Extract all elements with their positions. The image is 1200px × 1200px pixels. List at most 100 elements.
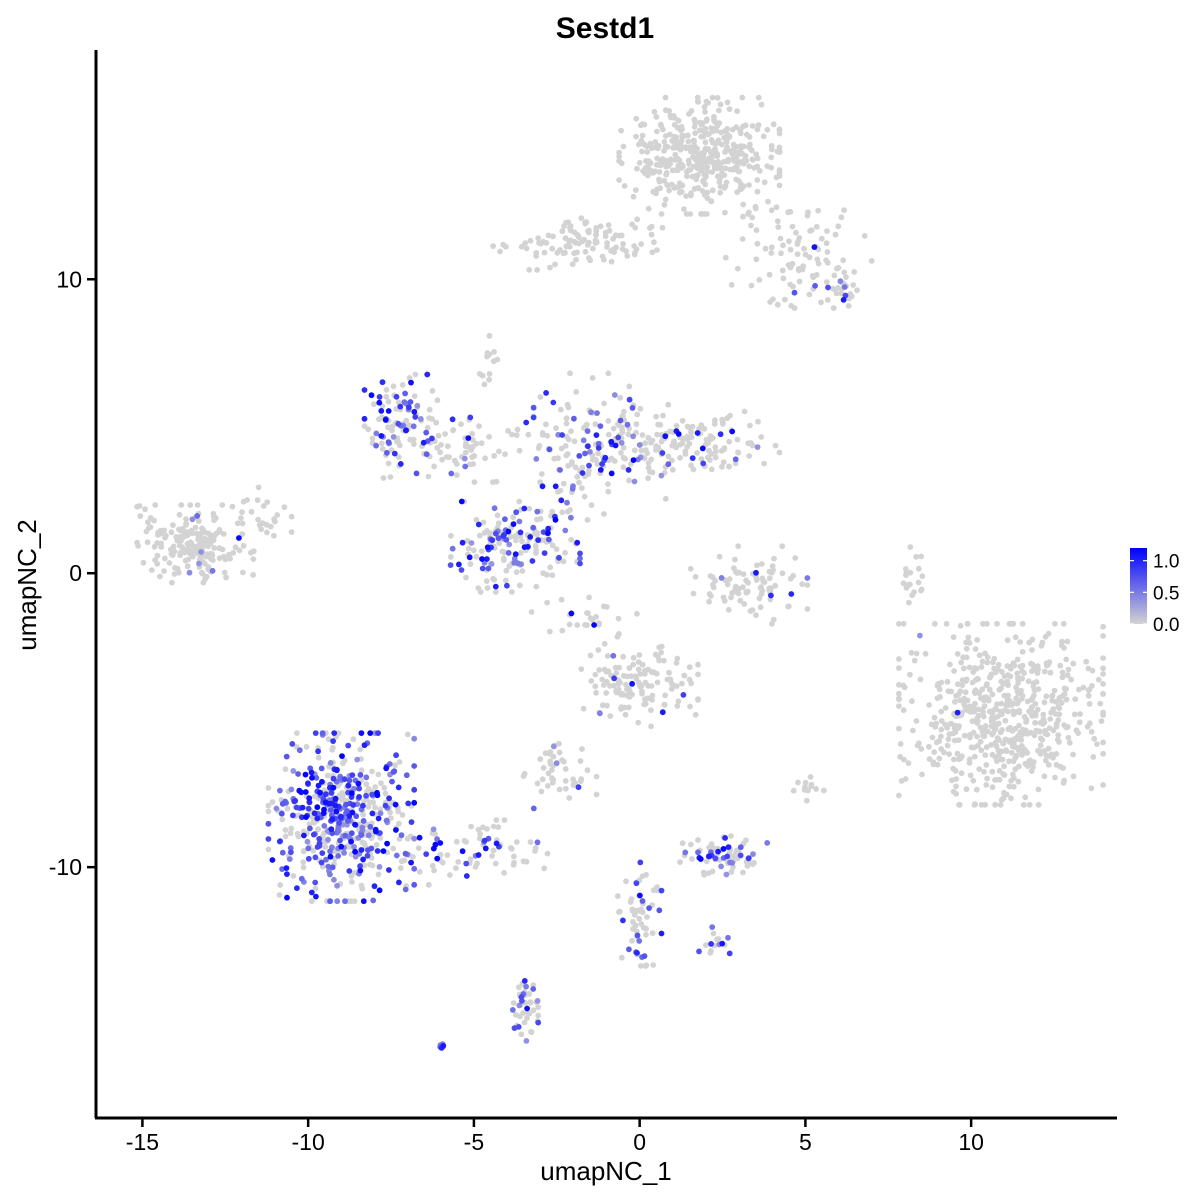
cell-point (397, 865, 404, 871)
cell-point (512, 533, 519, 539)
cell-point (635, 679, 642, 686)
cell-point (643, 962, 650, 969)
cell-point (463, 440, 469, 447)
cell-point (626, 477, 632, 484)
cell-point (654, 679, 661, 686)
cell-point-expressing (298, 875, 305, 882)
cell-point (610, 246, 617, 253)
cell-point (928, 721, 935, 728)
cell-point (287, 830, 294, 837)
cell-point (1056, 695, 1063, 701)
cell-point (442, 431, 448, 437)
cell-point-expressing (662, 433, 669, 440)
cell-point-expressing (423, 451, 430, 458)
cell-point-expressing (342, 832, 349, 839)
cell-point-expressing (393, 393, 400, 400)
cell-point (176, 542, 183, 549)
cell-point (755, 94, 762, 101)
cell-point (989, 768, 996, 775)
cell-point-expressing (265, 820, 272, 827)
cell-point-expressing (505, 528, 512, 535)
cell-point (896, 703, 902, 709)
cell-point (631, 251, 638, 258)
cell-point (372, 804, 378, 811)
cell-point (818, 299, 824, 306)
cell-point (804, 582, 811, 588)
cell-point (958, 659, 965, 666)
cell-point (785, 209, 791, 216)
cell-point (799, 266, 806, 273)
cell-point (549, 779, 556, 786)
cell-point (1010, 711, 1017, 718)
cell-point (142, 506, 148, 513)
cell-point-expressing (504, 582, 510, 589)
cell-point (1024, 730, 1031, 737)
cell-point (264, 529, 270, 536)
cell-point (824, 297, 831, 303)
cell-point (980, 732, 987, 739)
cell-point (664, 144, 671, 150)
cell-point (587, 652, 594, 659)
cell-point (963, 645, 970, 652)
cell-point (596, 621, 602, 628)
cell-point (463, 574, 469, 581)
cell-point (648, 669, 655, 675)
cell-point (533, 583, 540, 590)
cell-point (716, 120, 723, 126)
cell-point (1029, 636, 1036, 643)
cell-point (610, 425, 617, 432)
cell-point (696, 127, 703, 134)
cell-point (772, 442, 779, 449)
cell-point (1057, 662, 1064, 669)
cell-point (710, 148, 717, 155)
cell-point (980, 709, 986, 716)
cell-point-expressing (484, 556, 490, 562)
cell-point (601, 511, 607, 517)
cell-point-expressing (325, 836, 331, 843)
cell-point (774, 218, 781, 225)
cell-point (655, 421, 661, 428)
cell-point (679, 680, 685, 687)
cell-point (734, 436, 741, 443)
cell-point (203, 573, 210, 580)
cell-point (582, 248, 589, 255)
cell-point-expressing (482, 845, 489, 852)
cell-point (269, 799, 276, 805)
cell-point (429, 862, 436, 869)
cell-point (740, 571, 747, 577)
cell-point (659, 224, 666, 231)
cell-point-expressing (719, 940, 726, 947)
cell-point-expressing (447, 562, 454, 568)
cell-point (639, 132, 646, 139)
cell-point-expressing (709, 924, 716, 930)
cell-point (766, 575, 773, 582)
cell-point (933, 720, 940, 727)
cell-point (926, 756, 933, 762)
cell-point-expressing (675, 431, 682, 437)
cell-point (519, 538, 525, 545)
cell-point (757, 604, 764, 611)
cell-point (950, 788, 957, 795)
cell-point (642, 170, 649, 177)
cell-point-expressing (530, 986, 537, 992)
cell-point (707, 573, 714, 579)
cell-point (395, 454, 402, 460)
cell-point-expressing (334, 882, 340, 889)
chart-title: Sestd1 (556, 12, 654, 45)
cell-point-expressing (333, 767, 340, 774)
cell-point (638, 447, 645, 454)
colorbar-legend: 1.00.50.0 (1130, 548, 1179, 636)
cell-point (254, 497, 261, 503)
cell-point-expressing (553, 760, 560, 767)
cell-point (563, 420, 570, 427)
cell-point (562, 549, 568, 556)
cell-point-expressing (293, 804, 300, 811)
cell-point (570, 776, 576, 783)
cell-point (946, 751, 952, 757)
cell-point-expressing (514, 560, 521, 567)
cell-point (695, 837, 701, 843)
cell-point-expressing (840, 296, 847, 303)
cell-point (569, 459, 575, 465)
cell-point (288, 825, 295, 832)
cell-point-expressing (411, 799, 418, 806)
